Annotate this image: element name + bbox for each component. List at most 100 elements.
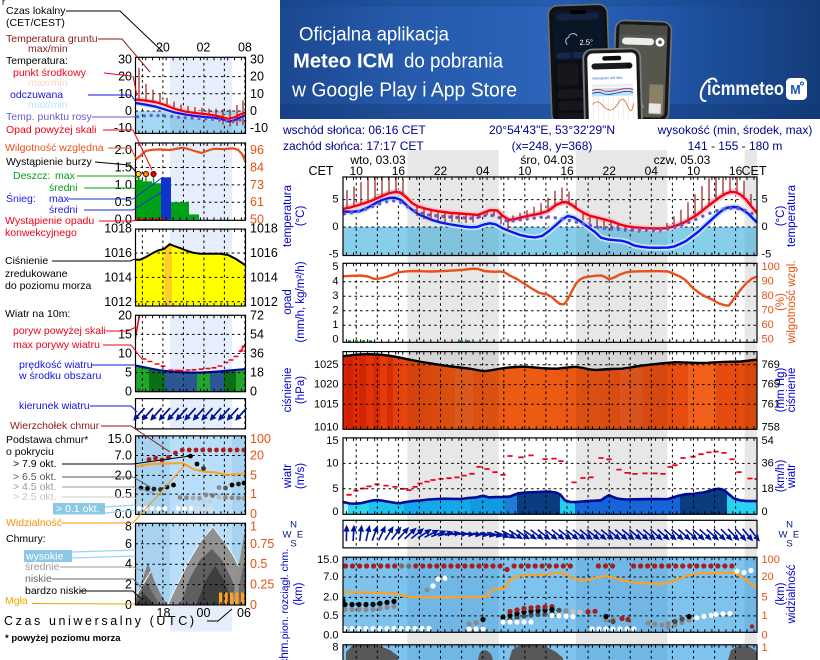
svg-text:max: max <box>49 193 70 205</box>
svg-text:22: 22 <box>434 164 448 178</box>
svg-text:temperatura: temperatura <box>786 184 798 247</box>
svg-text:Chmury:: Chmury: <box>6 533 46 545</box>
svg-text:Wystąpienie opadu: Wystąpienie opadu <box>5 215 94 227</box>
svg-text:odczuwana: odczuwana <box>10 89 63 101</box>
svg-text:wschód słońca: 06:16 CET: wschód słońca: 06:16 CET <box>282 123 426 137</box>
svg-text:zredukowane: zredukowane <box>5 268 68 280</box>
svg-text:5: 5 <box>762 194 768 206</box>
svg-text:Śnieg:: Śnieg: <box>6 192 36 205</box>
svg-text:1016: 1016 <box>104 246 132 260</box>
svg-text:15: 15 <box>326 435 338 447</box>
svg-text:96: 96 <box>250 143 264 157</box>
svg-text:70: 70 <box>762 305 774 317</box>
svg-text:(m/s): (m/s) <box>295 463 307 489</box>
svg-text:80: 80 <box>762 290 774 302</box>
svg-text:(CET/CEST): (CET/CEST) <box>6 17 65 29</box>
svg-text:04: 04 <box>645 164 659 178</box>
svg-text:Wystąpienie burzy: Wystąpienie burzy <box>6 156 92 168</box>
svg-text:20: 20 <box>118 308 132 322</box>
svg-text:0: 0 <box>762 506 768 518</box>
svg-text:-10: -10 <box>114 121 132 135</box>
svg-text:36: 36 <box>250 347 264 361</box>
svg-text:N: N <box>786 520 793 531</box>
svg-text:Meteo ICM: Meteo ICM <box>293 51 394 73</box>
svg-text:Oficjalna aplikacja: Oficjalna aplikacja <box>299 25 449 46</box>
svg-text:1.0: 1.0 <box>115 178 132 192</box>
svg-text:90: 90 <box>762 276 774 288</box>
svg-text:0.0: 0.0 <box>323 630 338 642</box>
svg-text:1: 1 <box>762 610 768 622</box>
svg-text:2: 2 <box>125 578 132 592</box>
svg-text:max/min: max/min <box>28 99 68 111</box>
svg-text:141 - 155 - 180 m: 141 - 155 - 180 m <box>688 139 783 153</box>
svg-text:-10: -10 <box>250 121 268 135</box>
svg-text:N: N <box>290 520 297 531</box>
svg-text:08: 08 <box>238 41 252 55</box>
svg-text:4: 4 <box>332 276 338 288</box>
svg-text:> 2.5 okt.: > 2.5 okt. <box>13 491 57 503</box>
svg-text:wysokie: wysokie <box>25 551 64 563</box>
svg-text:1010: 1010 <box>314 421 338 433</box>
svg-text:18: 18 <box>157 606 171 620</box>
svg-text:1018: 1018 <box>104 222 132 236</box>
svg-text:100: 100 <box>762 261 780 273</box>
svg-text:10: 10 <box>518 164 532 178</box>
svg-text:6: 6 <box>125 537 132 551</box>
svg-text:kierunek wiatru: kierunek wiatru <box>19 400 90 412</box>
svg-text:0: 0 <box>332 506 338 518</box>
svg-text:do pobrania: do pobrania <box>404 51 504 73</box>
svg-text:meteogram UM 4km: meteogram UM 4km <box>592 76 623 81</box>
svg-text:śro, 04.03: śro, 04.03 <box>520 153 574 167</box>
svg-text:0: 0 <box>125 104 132 118</box>
svg-text:(km/h): (km/h) <box>775 460 787 493</box>
svg-text:* powyżej poziomu morza: * powyżej poziomu morza <box>5 633 121 644</box>
svg-text:Temp. punktu rosy: Temp. punktu rosy <box>6 111 93 123</box>
svg-text:06: 06 <box>237 606 251 620</box>
svg-text:punkt środkowy: punkt środkowy <box>13 67 87 79</box>
svg-text:3: 3 <box>332 290 338 302</box>
svg-text:0: 0 <box>250 598 257 612</box>
svg-text:(mm Hg): (mm Hg) <box>775 367 787 412</box>
svg-text:18: 18 <box>762 483 774 495</box>
svg-text:5: 5 <box>332 194 338 206</box>
svg-text:icmmeteo: icmmeteo <box>707 79 784 100</box>
svg-text:ciśnienie: ciśnienie <box>282 368 294 413</box>
svg-text:10: 10 <box>350 164 364 178</box>
svg-text:(x=248, y=368): (x=248, y=368) <box>512 139 593 153</box>
svg-text:Mgła: Mgła <box>5 595 28 607</box>
svg-text:10: 10 <box>326 457 338 469</box>
svg-text:(°C): (°C) <box>775 206 787 227</box>
svg-text:opad: opad <box>282 289 294 315</box>
svg-text:16: 16 <box>392 164 406 178</box>
svg-text:0.25: 0.25 <box>250 578 274 592</box>
svg-text:0: 0 <box>762 221 768 233</box>
svg-text:do poziomu morza: do poziomu morza <box>5 280 92 292</box>
svg-text:E: E <box>793 530 799 541</box>
svg-text:(°C): (°C) <box>295 206 307 227</box>
svg-text:wto, 03.03: wto, 03.03 <box>349 153 406 167</box>
svg-text:1: 1 <box>250 519 257 533</box>
svg-text:1016: 1016 <box>250 246 278 260</box>
svg-text:2.0: 2.0 <box>115 468 132 482</box>
svg-text:0: 0 <box>762 630 768 642</box>
svg-text:100: 100 <box>762 554 780 566</box>
svg-text:2: 2 <box>332 305 338 317</box>
svg-text:1015: 1015 <box>314 398 338 410</box>
svg-text:50: 50 <box>250 213 264 227</box>
svg-text:(hPa): (hPa) <box>295 376 307 404</box>
svg-text:8: 8 <box>125 519 132 533</box>
svg-text:5: 5 <box>332 261 338 273</box>
svg-text:18: 18 <box>250 366 264 380</box>
svg-text:(km): (km) <box>775 582 787 605</box>
svg-text:10: 10 <box>250 87 264 101</box>
svg-text:761: 761 <box>762 398 780 410</box>
svg-text:-5: -5 <box>762 248 772 260</box>
svg-text:konwekcyjnego: konwekcyjnego <box>5 227 77 239</box>
svg-text:W: W <box>283 530 292 541</box>
svg-text:> 4.5 okt.: > 4.5 okt. <box>13 481 57 493</box>
svg-text:Opad powyżej skali: Opad powyżej skali <box>6 124 96 136</box>
svg-text:o pokryciu: o pokryciu <box>6 446 54 458</box>
svg-text:20: 20 <box>250 70 264 84</box>
svg-text:2.5°: 2.5° <box>579 38 593 47</box>
svg-text:0.5: 0.5 <box>250 557 267 571</box>
